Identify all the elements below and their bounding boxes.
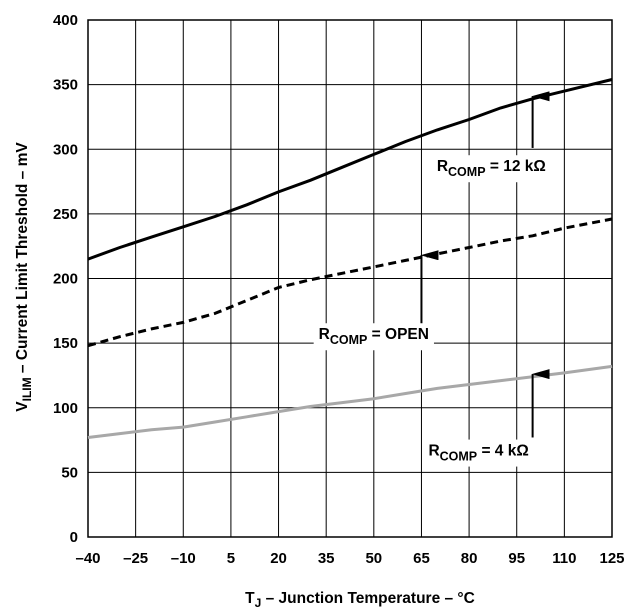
x-tick-label: 20 [270, 550, 287, 567]
annotations: RCOMP = 12 kΩ RCOMP = OPEN RCOMP = 4 kΩ [313, 91, 551, 467]
annotation-label-background [313, 323, 434, 351]
annotation-label-background [431, 155, 551, 183]
series-lines [87, 78, 613, 439]
annotation-label: RCOMP = OPEN [319, 326, 429, 347]
annotation-label-background [423, 439, 534, 467]
x-tick-label: –25 [123, 550, 148, 567]
x-tick-label: 50 [365, 550, 382, 567]
x-tick-label: 35 [318, 550, 335, 567]
series-line [87, 364, 613, 439]
x-tick-label: 125 [599, 550, 624, 567]
y-tick-label: 350 [53, 77, 78, 94]
tick-labels: –40 –25 –10 5 20 35 50 65 80 95 110 125 0 50 100 150 200… [53, 12, 625, 567]
x-tick-label: 65 [413, 550, 430, 567]
x-tick-label: 110 [552, 550, 576, 567]
x-tick-label: –10 [171, 550, 196, 567]
series-line [87, 78, 613, 261]
y-tick-label: 50 [61, 464, 78, 481]
grid [87, 19, 613, 538]
x-tick-label: 5 [227, 550, 235, 567]
y-tick-label: 0 [70, 529, 78, 546]
series-line [87, 217, 613, 348]
x-axis-label: TJ – Junction Temperature – °C [245, 590, 475, 610]
y-tick-label: 300 [53, 141, 78, 158]
plot-frame [87, 19, 613, 538]
y-tick-label: 150 [53, 335, 78, 352]
y-axis-label: VILIM – Current Limit Threshold – mV [14, 142, 34, 412]
x-tick-label: –40 [75, 550, 100, 567]
y-tick-label: 200 [53, 271, 78, 288]
y-tick-label: 250 [53, 206, 78, 223]
annotation-label: RCOMP = 12 kΩ [437, 158, 546, 179]
y-tick-label: 400 [53, 12, 78, 29]
x-tick-label: 95 [508, 550, 525, 567]
x-tick-label: 80 [461, 550, 478, 567]
annotation-label: RCOMP = 4 kΩ [428, 443, 528, 464]
y-tick-label: 100 [53, 400, 78, 417]
